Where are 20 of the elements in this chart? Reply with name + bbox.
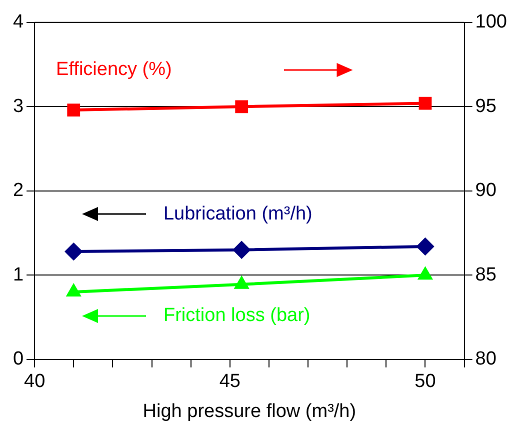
y-tick-label: 2 <box>12 180 24 202</box>
x-axis-title: High pressure flow (m³/h) <box>142 400 356 422</box>
y2-tick-label: 95 <box>475 96 496 117</box>
y-tick-label: 3 <box>12 96 24 117</box>
point <box>418 96 432 110</box>
point <box>67 104 80 116</box>
y2-tick-label: 85 <box>475 264 496 286</box>
y2-tick-label: 80 <box>475 348 496 370</box>
y2-tick-label: 100 <box>475 12 507 33</box>
x-tick-label: 40 <box>24 371 46 392</box>
series-label: Lubrication (m³/h) <box>163 204 312 225</box>
x-tick-label: 45 <box>219 371 240 392</box>
series-label: Efficiency (%) <box>56 58 172 80</box>
y2-tick-label: 90 <box>475 180 496 202</box>
point <box>235 100 248 114</box>
x-tick-label: 50 <box>414 371 436 392</box>
y-tick-label: 1 <box>12 264 24 286</box>
y-tick-label: 4 <box>12 12 24 33</box>
legend-label: Friction loss (bar) <box>163 304 310 326</box>
y-tick-label: 0 <box>12 348 24 370</box>
